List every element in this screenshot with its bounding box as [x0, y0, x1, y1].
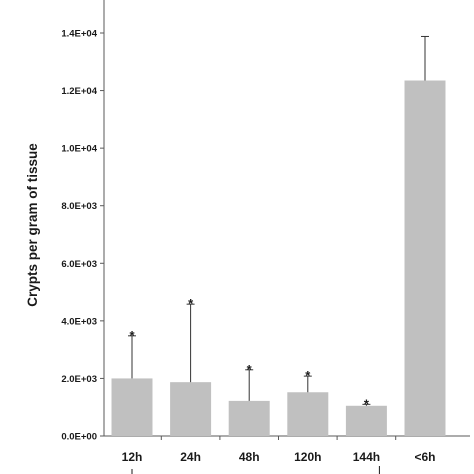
bar-<6h: [404, 80, 446, 436]
category-label: 144h: [353, 450, 380, 464]
significance-star: *: [129, 328, 135, 343]
category-label: 48h: [239, 450, 260, 464]
y-tick-label: 1.0E+04: [61, 144, 97, 155]
category-label: <6h: [414, 450, 435, 464]
y-tick-label: 8.0E+03: [61, 201, 97, 212]
y-axis-label: Crypts per gram of tissue: [25, 143, 40, 307]
category-label: 12h: [122, 450, 143, 464]
y-tick-label: 4.0E+03: [61, 316, 97, 327]
y-tick-label: 6.0E+03: [61, 259, 97, 270]
y-tick-label: 0.0E+00: [61, 432, 97, 443]
significance-star: *: [305, 368, 311, 383]
bar-24h: [170, 382, 212, 436]
significance-star: *: [364, 396, 370, 411]
category-label: 24h: [180, 450, 201, 464]
category-label: 120h: [294, 450, 321, 464]
y-tick-label: 1.2E+04: [61, 86, 97, 97]
bar-120h: [287, 392, 329, 436]
y-tick-label: 1.4E+04: [61, 29, 97, 40]
significance-star: *: [188, 296, 194, 311]
bar-144h: [345, 405, 387, 436]
plot-area: 0.0E+00 2.0E+03 4.0E+03 6.0E+03 8.0E+03 1.0E+…: [61, 0, 470, 474]
significance-star: *: [247, 362, 253, 377]
y-tick-label: 2.0E+03: [61, 374, 97, 385]
bar-12h: [111, 378, 153, 436]
bar-48h: [228, 400, 270, 436]
